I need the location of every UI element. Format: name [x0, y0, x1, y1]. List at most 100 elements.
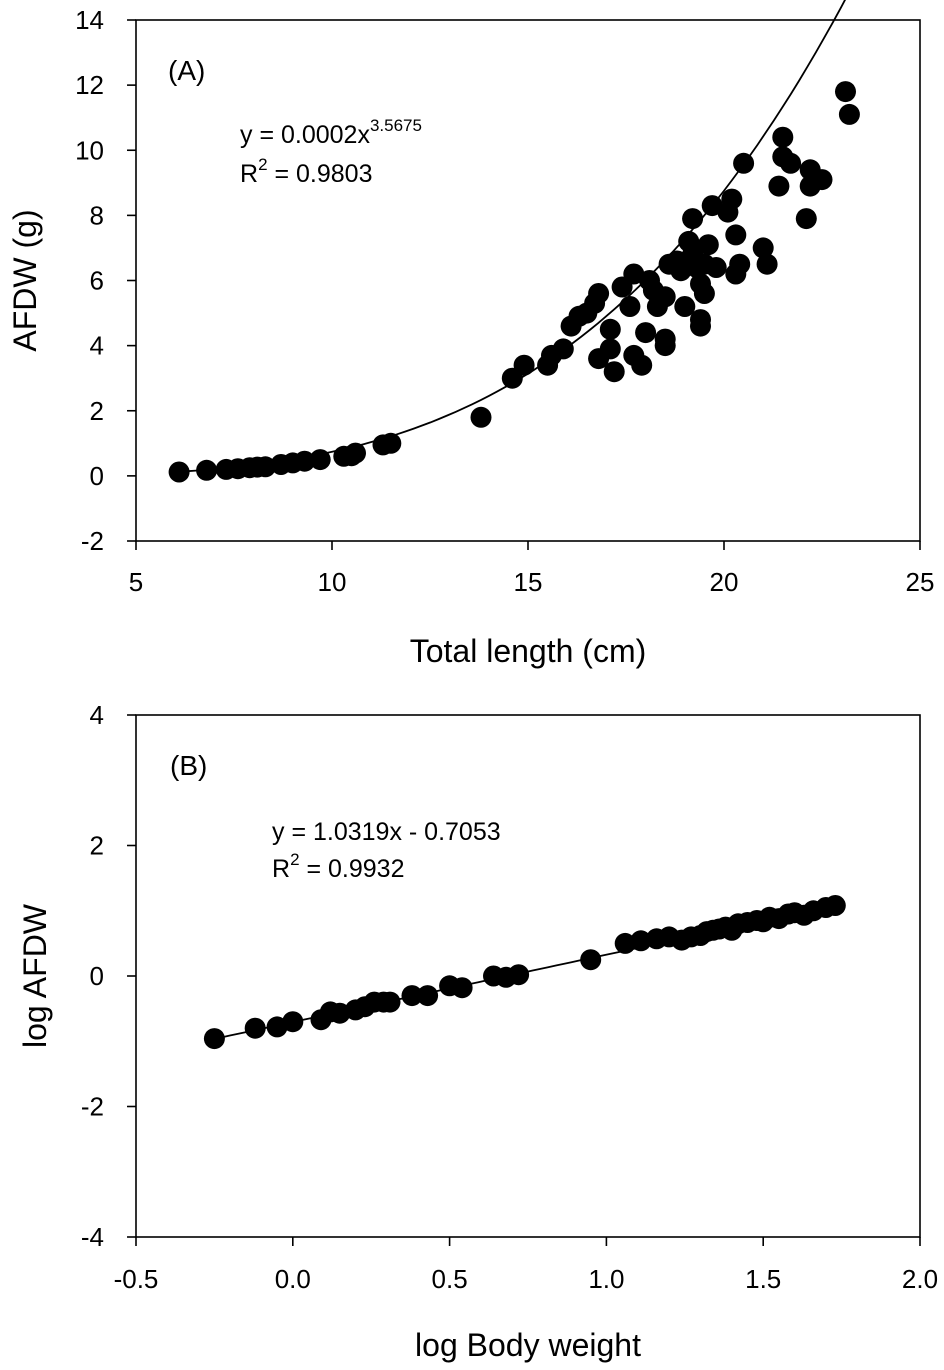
y-tick-label: 12	[75, 70, 104, 100]
data-point	[196, 459, 218, 481]
data-point	[614, 932, 636, 954]
data-point	[508, 964, 530, 986]
data-point	[654, 286, 676, 308]
y-tick-label: 0	[90, 461, 104, 491]
x-tick-label: 0.5	[432, 1264, 468, 1294]
data-point	[811, 169, 833, 191]
data-point	[752, 237, 774, 259]
data-point	[693, 283, 715, 304]
y-tick-label: -4	[81, 1222, 104, 1252]
data-point	[623, 263, 645, 285]
x-tick-label: 1.0	[588, 1264, 624, 1294]
data-point	[795, 208, 817, 230]
r-squared-a-r: R	[240, 160, 258, 188]
data-point	[682, 208, 704, 230]
data-point	[729, 253, 751, 275]
r-squared-a-value: = 0.9803	[268, 160, 373, 188]
data-point	[599, 318, 621, 340]
y-axis-title-b: log AFDW	[17, 903, 53, 1048]
x-tick-label: 10	[318, 567, 347, 597]
x-tick-label: 2.0	[902, 1264, 938, 1294]
x-tick-label: 5	[129, 567, 143, 597]
panel-label-b: (B)	[170, 750, 207, 781]
r-squared-a: R2 = 0.9803	[240, 155, 373, 188]
data-point	[329, 1002, 351, 1024]
x-tick-label: 20	[710, 567, 739, 597]
data-point	[631, 354, 653, 376]
data-point	[697, 234, 719, 256]
data-point	[756, 253, 778, 275]
data-point	[379, 991, 401, 1013]
data-point	[451, 977, 473, 999]
data-point	[168, 461, 190, 483]
data-point	[733, 152, 755, 174]
data-point	[725, 224, 747, 246]
x-tick-label: -0.5	[114, 1264, 159, 1294]
data-point	[380, 432, 402, 454]
data-point	[721, 188, 743, 210]
y-tick-label: 2	[90, 396, 104, 426]
y-tick-label: 0	[90, 961, 104, 991]
data-point	[203, 1028, 225, 1050]
r-squared-a-sup: 2	[258, 155, 267, 174]
points-b	[203, 895, 846, 1050]
data-point	[599, 338, 621, 360]
r-squared-b-sup: 2	[290, 850, 299, 869]
data-point	[780, 152, 802, 174]
equation-a-exponent: 3.5675	[370, 116, 422, 135]
data-point	[824, 895, 846, 916]
y-tick-label: 4	[90, 331, 104, 361]
data-point	[690, 315, 711, 337]
y-tick-label: 8	[90, 200, 104, 230]
y-tick-label: 6	[90, 266, 104, 296]
panel-label-a: (A)	[168, 55, 205, 86]
data-point	[635, 322, 657, 344]
y-tick-label: -2	[81, 526, 104, 556]
data-point	[552, 338, 574, 360]
data-point	[619, 296, 641, 317]
x-axis-title-a: Total length (cm)	[410, 633, 647, 669]
y-tick-label: 4	[90, 700, 104, 730]
data-point	[244, 1017, 266, 1039]
data-point	[580, 949, 602, 971]
axis-ticks-a: 5 10 15 20 25 -2 0 2 4 6 8 10 12 14	[75, 5, 934, 597]
y-tick-label: 2	[90, 831, 104, 861]
equation-a: y = 0.0002x3.5675	[240, 116, 422, 149]
data-point	[654, 335, 676, 357]
r-squared-b-r: R	[272, 855, 290, 883]
data-point	[674, 296, 696, 317]
y-tick-label: 10	[75, 135, 104, 165]
data-point	[630, 930, 652, 952]
data-point	[701, 195, 723, 217]
panel-b: -0.5 0.0 0.5 1.0 1.5 2.0 -4 -2 0 2 4 (B) y = 1.031…	[17, 700, 938, 1363]
data-point	[417, 985, 439, 1007]
data-point	[513, 354, 535, 376]
r-squared-b-value: = 0.9932	[300, 855, 405, 883]
panel-a: 5 10 15 20 25 -2 0 2 4 6 8 10 12 14 (A) y = 0.0002x3.…	[7, 0, 934, 669]
data-point	[768, 175, 790, 197]
r-squared-b: R2 = 0.9932	[272, 850, 405, 883]
x-tick-label: 0.0	[275, 1264, 311, 1294]
data-point	[294, 450, 316, 472]
points-a	[168, 81, 860, 483]
x-tick-label: 25	[906, 567, 935, 597]
data-point	[401, 985, 423, 1007]
fit-curve-a	[179, 0, 846, 473]
data-point	[282, 1011, 304, 1033]
data-point	[309, 449, 331, 471]
data-point	[670, 260, 692, 282]
equation-b: y = 1.0319x - 0.7053	[272, 818, 501, 846]
x-tick-label: 1.5	[745, 1264, 781, 1294]
y-axis-title-a: AFDW (g)	[7, 209, 43, 351]
y-tick-label: 14	[75, 5, 104, 35]
data-point	[705, 257, 727, 278]
data-point	[838, 103, 860, 125]
data-point	[772, 126, 794, 148]
data-point	[835, 81, 856, 103]
equation-b-main: y = 1.0319x - 0.7053	[272, 818, 501, 846]
data-point	[588, 283, 610, 304]
axis-ticks-b: -0.5 0.0 0.5 1.0 1.5 2.0 -4 -2 0 2 4	[81, 700, 938, 1294]
x-axis-title-b: log Body weight	[415, 1327, 641, 1363]
data-point	[470, 406, 492, 428]
